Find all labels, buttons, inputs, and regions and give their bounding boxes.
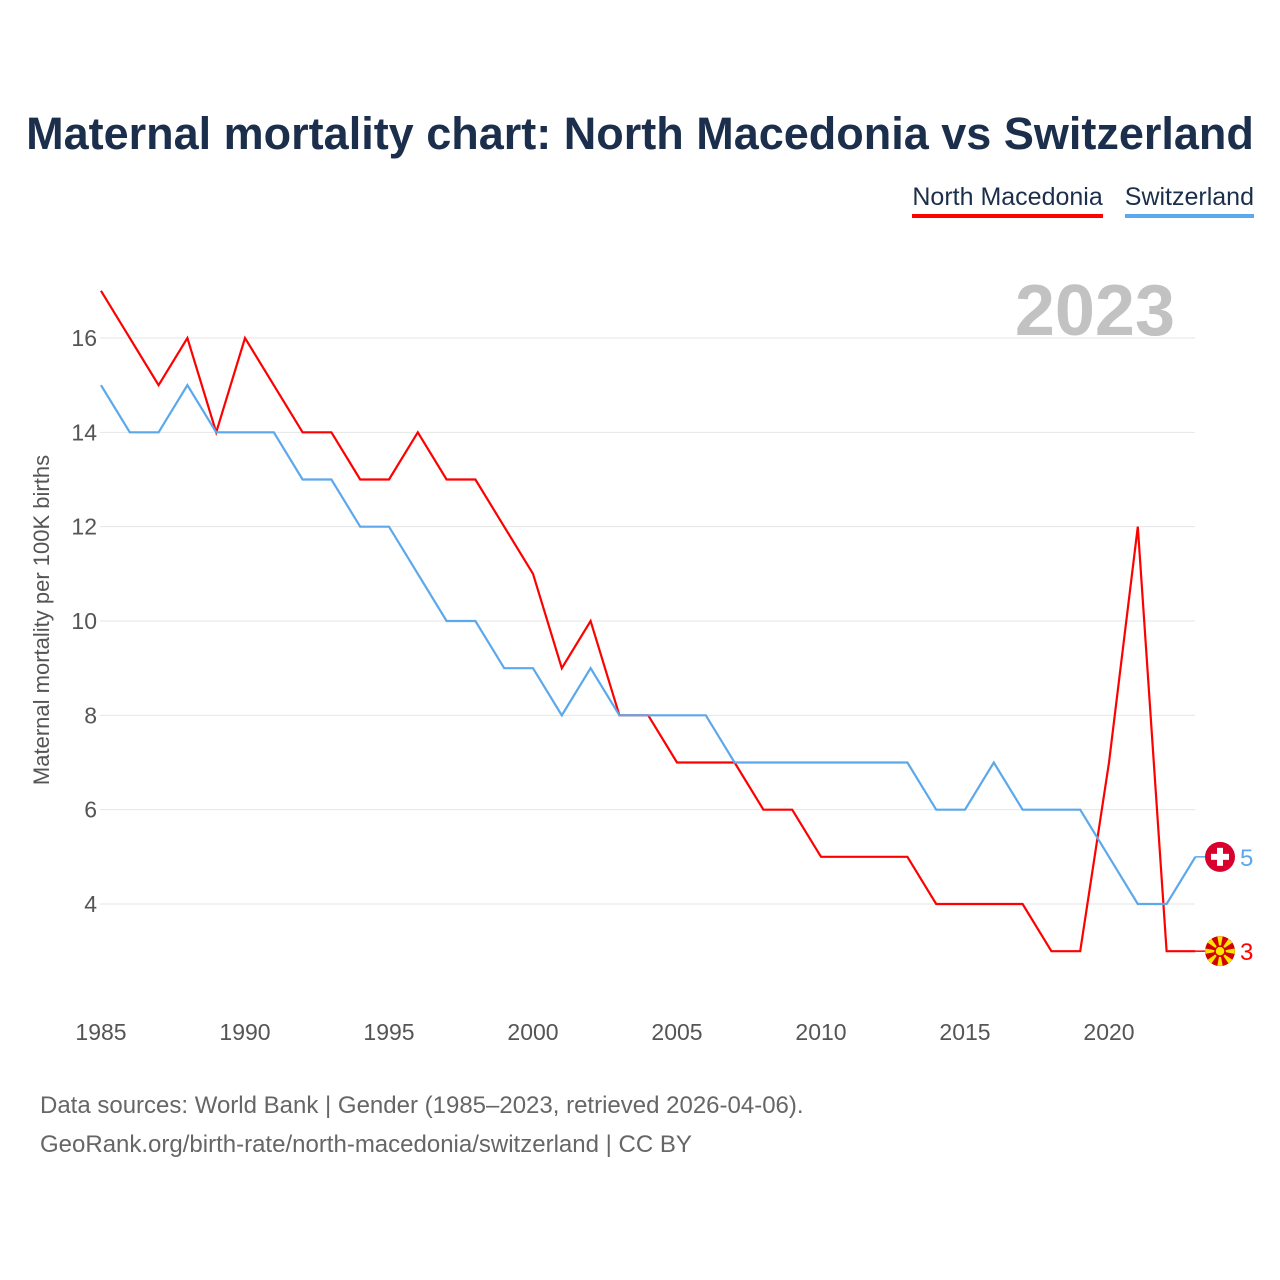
source-note: Data sources: World Bank | Gender (1985–…	[40, 1086, 804, 1164]
flag-cross	[1217, 847, 1223, 866]
series-line-switzerland	[100, 383, 1197, 906]
x-tick-label: 1985	[75, 1019, 126, 1045]
source-line-2[interactable]: GeoRank.org/birth-rate/north-macedonia/s…	[40, 1131, 692, 1158]
x-tick-label: 2010	[795, 1019, 846, 1045]
source-line-1: Data sources: World Bank | Gender (1985–…	[40, 1092, 804, 1119]
y-tick-label: 4	[84, 891, 97, 917]
end-value-label: 3	[1240, 939, 1253, 966]
y-tick-label: 8	[84, 702, 97, 728]
flag-ray	[1217, 951, 1223, 966]
chart-title: Maternal mortality chart: North Macedoni…	[26, 108, 1254, 159]
flag-ray	[1217, 936, 1223, 952]
y-tick-label: 10	[71, 608, 97, 634]
flag-ray	[1205, 948, 1220, 954]
x-tick-label: 2020	[1083, 1019, 1134, 1045]
y-tick-label: 6	[84, 797, 97, 823]
y-tick-label: 16	[71, 325, 97, 351]
x-tick-label: 2005	[651, 1019, 702, 1045]
y-tick-label: 14	[71, 419, 97, 445]
flag-ray	[1220, 948, 1235, 954]
x-tick-label: 2000	[507, 1019, 558, 1045]
y-tick-label: 12	[71, 514, 97, 540]
year-label: 2023	[1014, 271, 1175, 351]
y-axis-label: Maternal mortality per 100K births	[29, 454, 54, 786]
x-tick-label: 1995	[363, 1019, 414, 1045]
legend-north-macedonia[interactable]: North Macedonia	[912, 183, 1103, 218]
x-tick-label: 2015	[939, 1019, 990, 1045]
x-tick-label: 1990	[219, 1019, 270, 1045]
flag-sun	[1214, 945, 1226, 957]
legend-switzerland[interactable]: Switzerland	[1124, 183, 1254, 218]
end-value-label: 5	[1240, 845, 1253, 872]
legend: North Macedonia Switzerland	[912, 183, 1254, 218]
